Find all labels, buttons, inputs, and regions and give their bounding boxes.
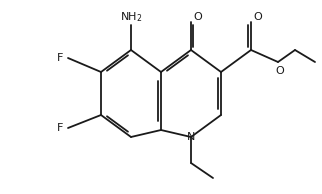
Text: NH$_2$: NH$_2$ (120, 10, 142, 24)
Text: O: O (194, 12, 202, 22)
Text: F: F (57, 123, 63, 133)
Text: F: F (57, 53, 63, 63)
Text: O: O (254, 12, 262, 22)
Text: O: O (276, 66, 284, 76)
Text: N: N (187, 132, 195, 142)
